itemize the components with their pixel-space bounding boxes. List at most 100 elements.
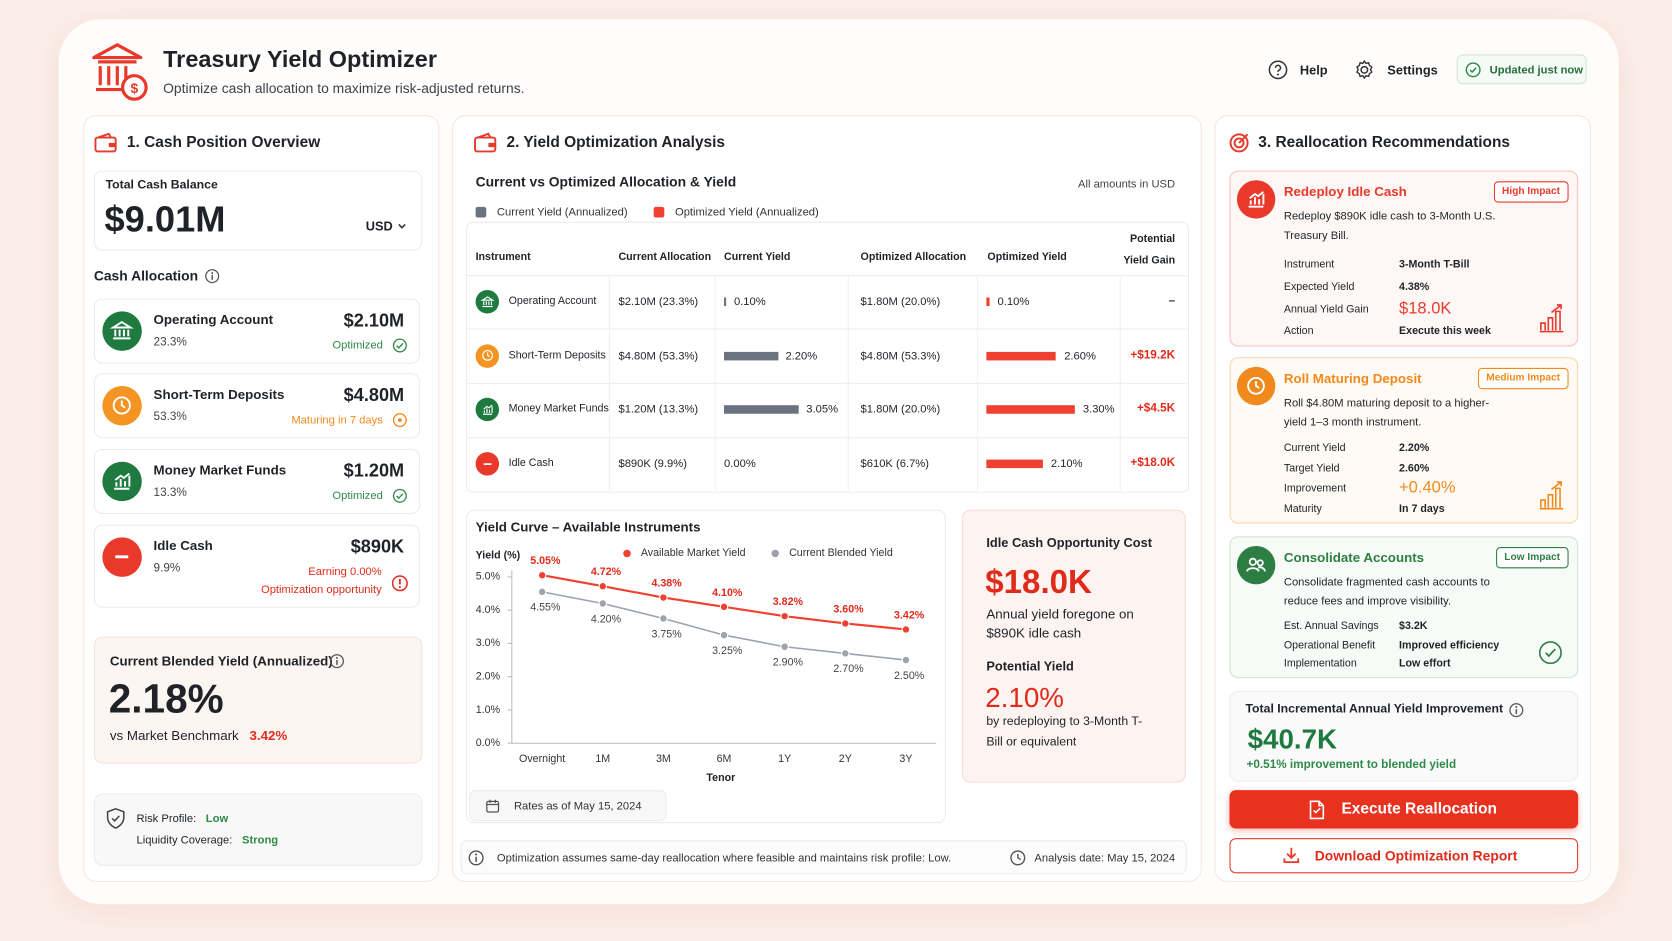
detail-value: 2.60% xyxy=(1399,462,1430,475)
icon-glyph xyxy=(114,473,131,491)
document-icon[interactable] xyxy=(1307,800,1326,820)
benchmark-value: 3.42% xyxy=(249,728,288,744)
icon-glyph xyxy=(481,350,493,362)
execute-label[interactable]: Execute Reallocation xyxy=(1341,800,1497,818)
icon-glyph xyxy=(112,396,132,415)
card-title: Roll Maturing Deposit xyxy=(1283,371,1422,387)
detail-value: 2.20% xyxy=(1399,442,1430,455)
help-link[interactable]: Help xyxy=(1299,62,1328,78)
detail-label: Implementation xyxy=(1283,657,1357,670)
download-icon[interactable] xyxy=(1282,846,1301,865)
yield-gain: +$19.2K xyxy=(1130,348,1176,362)
optimized-yield-bar xyxy=(986,459,1043,469)
column-divider xyxy=(847,275,849,491)
wallet-icon xyxy=(474,132,497,153)
panel-heading: 3. Reallocation Recommendations xyxy=(1258,134,1511,152)
current-allocation: $1.20M (13.3%) xyxy=(618,403,699,417)
detail-label: Target Yield xyxy=(1283,462,1340,475)
detail-value: Low effort xyxy=(1399,657,1451,670)
chevron-icon[interactable] xyxy=(397,221,408,232)
blended-yield-box xyxy=(93,636,423,764)
svg-text:$: $ xyxy=(130,80,138,96)
optimized-yield-bar xyxy=(986,351,1056,361)
help-icon[interactable] xyxy=(1268,60,1288,80)
opportunity-description: Annual yield foregone on $890K idle cash xyxy=(986,606,1134,641)
detail-value: 4.38% xyxy=(1399,281,1430,294)
info-icon[interactable] xyxy=(205,269,220,284)
info-icon xyxy=(468,850,484,866)
detail-label: Maturity xyxy=(1283,503,1322,516)
blended-value: 2.18% xyxy=(108,677,224,722)
risk-box xyxy=(93,793,423,866)
current-yield-label: 3.05% xyxy=(806,403,839,417)
item-icon xyxy=(102,461,142,502)
shield-icon xyxy=(106,807,125,829)
liquidity-label: Liquidity Coverage: xyxy=(136,833,233,847)
row-divider xyxy=(465,275,1187,277)
item-name: Money Market Funds xyxy=(153,462,287,478)
detail-value: Improved efficiency xyxy=(1399,639,1500,651)
download-button[interactable] xyxy=(1229,838,1579,874)
column-header: Current Yield xyxy=(724,251,791,264)
logo-icon: $ xyxy=(92,43,148,101)
row-divider xyxy=(465,382,1187,384)
info-icon[interactable] xyxy=(1509,703,1524,718)
risk-label: Risk Profile: xyxy=(136,812,197,826)
card-icon xyxy=(1236,180,1276,219)
column-divider xyxy=(1119,275,1121,491)
detail-label: Expected Yield xyxy=(1283,281,1355,294)
opportunity-title: Idle Cash Opportunity Cost xyxy=(986,535,1153,551)
info-icon[interactable] xyxy=(329,654,344,669)
current-allocation: $890K (9.9%) xyxy=(618,457,687,471)
card-icon xyxy=(1236,545,1276,585)
card-title: Redeploy Idle Cash xyxy=(1283,184,1407,200)
impact-badge: Low Impact xyxy=(1495,547,1569,568)
allocation-heading: Cash Allocation xyxy=(93,267,199,284)
current-allocation: $4.80M (53.3%) xyxy=(618,349,699,363)
current-yield-label: 2.20% xyxy=(785,349,818,363)
potential-value: 2.10% xyxy=(985,681,1064,714)
status-icon xyxy=(392,488,407,507)
execute-button[interactable] xyxy=(1229,790,1579,829)
column-header: Optimized Allocation xyxy=(860,251,967,264)
download-label[interactable]: Download Optimization Report xyxy=(1314,847,1518,864)
optimized-allocation: $610K (6.7%) xyxy=(860,457,930,471)
detail-label: Est. Annual Savings xyxy=(1283,620,1379,633)
status-icon xyxy=(391,575,408,596)
item-amount: $2.10M xyxy=(343,310,405,331)
currency-select[interactable]: USD xyxy=(365,218,393,234)
total-cash-box xyxy=(93,170,423,251)
item-amount: $4.80M xyxy=(343,384,405,406)
row-icon xyxy=(475,398,500,422)
potential-description: by redeploying to 3-Month T-Bill or equi… xyxy=(986,715,1143,749)
item-status: Optimized xyxy=(332,339,383,352)
icon-glyph xyxy=(1247,377,1266,395)
settings-link[interactable]: Settings xyxy=(1387,62,1438,78)
total-improvement-box xyxy=(1229,690,1579,782)
clock-icon xyxy=(1010,850,1026,866)
status-icon xyxy=(1465,62,1481,78)
benchmark-label: vs Market Benchmark xyxy=(109,728,239,744)
detail-value: Execute this week xyxy=(1399,325,1491,338)
total-improvement-label: Total Incremental Annual Yield Improveme… xyxy=(1245,702,1504,716)
detail-label: Action xyxy=(1283,325,1314,338)
row-icon xyxy=(475,452,500,476)
detail-value: +0.40% xyxy=(1399,478,1456,497)
current-allocation: $2.10M (23.3%) xyxy=(618,295,699,309)
optimized-allocation: $1.80M (20.0%) xyxy=(860,295,941,309)
icon-glyph xyxy=(1248,191,1265,208)
instrument-name: Operating Account xyxy=(508,295,597,308)
legend-label: Optimized Yield (Annualized) xyxy=(674,205,819,219)
icon-glyph xyxy=(1246,557,1266,572)
optimized-yield-bar xyxy=(986,297,990,307)
item-amount: $1.20M xyxy=(343,460,405,481)
current-yield-bar xyxy=(724,405,799,415)
currency-note: All amounts in USD xyxy=(1078,178,1176,191)
status-text: Updated just now xyxy=(1489,63,1583,77)
row-divider xyxy=(465,328,1187,330)
card-icon xyxy=(1236,366,1276,406)
settings-icon[interactable] xyxy=(1353,59,1375,81)
detail-value: 3-Month T-Bill xyxy=(1399,259,1470,271)
card-description: Roll $4.80M maturing deposit to a higher… xyxy=(1283,396,1490,429)
